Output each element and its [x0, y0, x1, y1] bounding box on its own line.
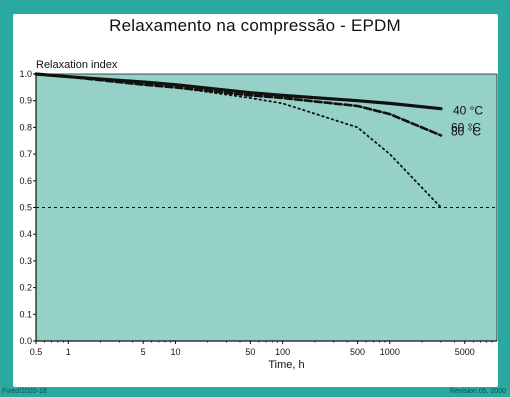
x-tick-label-4: 50	[245, 347, 255, 357]
y-tick-label-2: 0.2	[19, 283, 32, 293]
series-line-2	[34, 72, 443, 137]
x-tick-label-3: 10	[170, 347, 180, 357]
y-tick-label-7: 0.7	[19, 149, 32, 159]
series-line-3	[35, 73, 442, 209]
x-tick-label-2: 5	[141, 347, 146, 357]
y-tick-label-1: 0.1	[19, 309, 32, 319]
y-tick-label-0: 0.0	[19, 336, 32, 346]
y-tick-label-5: 0.5	[19, 203, 32, 213]
y-tick-label-10: 1.0	[19, 69, 32, 79]
series-label-2: 60 °C	[451, 120, 481, 134]
y-tick-label-4: 0.4	[19, 229, 32, 239]
footer-right-text: Revision 05, 2000	[449, 388, 506, 395]
x-tick-label-5: 100	[275, 347, 290, 357]
x-tick-label-7: 1000	[380, 347, 400, 357]
chart-title: Relaxamento na compressão - EPDM	[109, 16, 401, 35]
x-tick-label-1: 1	[66, 347, 71, 357]
x-tick-label-8: 5000	[455, 347, 475, 357]
y-tick-label-8: 0.8	[19, 122, 32, 132]
x-tick-label-0: 0.5	[30, 347, 43, 357]
y-tick-label-3: 0.3	[19, 256, 32, 266]
footer-left-text: Fixed/2020-18	[2, 388, 47, 395]
y-axis-label: Relaxation index	[36, 59, 118, 71]
y-tick-label-6: 0.6	[19, 176, 32, 186]
x-axis-label: Time, h	[268, 359, 304, 371]
x-tick-label-6: 500	[350, 347, 365, 357]
series-label-1: 40 °C	[453, 104, 483, 118]
series-label-3: 80 °C	[451, 125, 481, 139]
y-tick-label-9: 0.9	[19, 96, 32, 106]
